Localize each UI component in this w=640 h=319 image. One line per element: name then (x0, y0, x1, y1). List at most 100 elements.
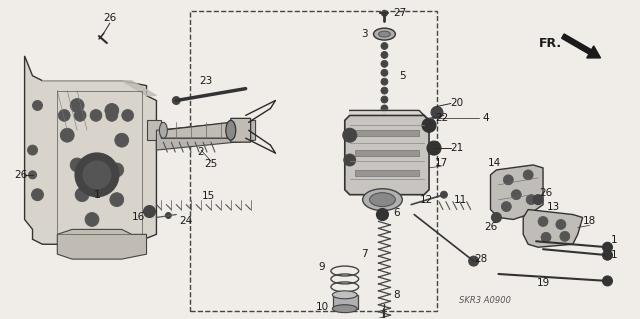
Circle shape (28, 145, 38, 155)
Polygon shape (349, 110, 429, 120)
Text: 15: 15 (202, 191, 214, 201)
Text: 4: 4 (482, 113, 489, 123)
Circle shape (110, 163, 124, 177)
Text: 21: 21 (450, 143, 463, 153)
Circle shape (343, 128, 356, 142)
Ellipse shape (332, 291, 357, 299)
Circle shape (70, 99, 84, 112)
Text: 8: 8 (393, 290, 399, 300)
Circle shape (165, 212, 172, 219)
Circle shape (110, 193, 124, 207)
Circle shape (344, 154, 356, 166)
Text: 1: 1 (93, 190, 100, 200)
Circle shape (381, 132, 388, 139)
Text: 16: 16 (132, 212, 145, 222)
Ellipse shape (159, 122, 167, 138)
Circle shape (422, 118, 436, 132)
Circle shape (511, 190, 521, 200)
Text: 20: 20 (450, 99, 463, 108)
Circle shape (381, 10, 387, 16)
Circle shape (560, 231, 570, 241)
Text: 25: 25 (204, 159, 218, 169)
Circle shape (33, 100, 42, 110)
Circle shape (90, 109, 102, 121)
Circle shape (122, 109, 134, 121)
Polygon shape (42, 81, 156, 96)
Circle shape (427, 141, 441, 155)
Circle shape (524, 170, 533, 180)
Circle shape (381, 60, 388, 67)
Text: 18: 18 (583, 217, 596, 226)
Circle shape (75, 188, 89, 202)
Ellipse shape (369, 193, 396, 207)
Text: 28: 28 (474, 254, 487, 264)
Circle shape (143, 205, 156, 218)
Text: 1: 1 (611, 250, 618, 260)
Circle shape (381, 114, 388, 121)
Circle shape (504, 175, 513, 185)
Circle shape (58, 109, 70, 121)
Circle shape (105, 103, 119, 117)
Circle shape (106, 109, 118, 121)
Circle shape (115, 133, 129, 147)
Text: 26: 26 (484, 222, 497, 233)
Ellipse shape (332, 305, 357, 313)
Bar (190, 11, 437, 311)
Bar (355, 170, 419, 176)
Polygon shape (161, 118, 251, 142)
Circle shape (60, 128, 74, 142)
Text: 19: 19 (536, 278, 550, 288)
Circle shape (541, 232, 551, 242)
Text: 13: 13 (547, 202, 559, 211)
Text: SKR3 A0900: SKR3 A0900 (459, 296, 511, 305)
Circle shape (602, 242, 612, 252)
Circle shape (381, 123, 388, 130)
Text: 26: 26 (103, 13, 116, 23)
Polygon shape (58, 229, 147, 259)
Polygon shape (490, 165, 543, 219)
FancyArrow shape (562, 34, 600, 58)
Circle shape (31, 189, 44, 201)
Circle shape (75, 153, 119, 197)
Text: 26: 26 (540, 188, 552, 198)
Circle shape (83, 161, 111, 189)
Circle shape (381, 42, 388, 49)
Text: 1: 1 (611, 235, 618, 245)
Circle shape (602, 276, 612, 286)
Ellipse shape (226, 120, 236, 140)
Circle shape (602, 250, 612, 260)
Text: FR.: FR. (538, 36, 561, 49)
Text: 2: 2 (198, 147, 204, 157)
Polygon shape (333, 295, 358, 309)
Circle shape (85, 212, 99, 226)
Ellipse shape (374, 28, 396, 40)
Text: 27: 27 (394, 8, 407, 18)
Text: 12: 12 (419, 195, 433, 205)
Circle shape (538, 217, 548, 226)
Text: 22: 22 (435, 113, 449, 123)
Circle shape (74, 109, 86, 121)
Text: 9: 9 (319, 262, 325, 272)
Circle shape (526, 195, 536, 204)
Text: 14: 14 (488, 158, 501, 168)
Circle shape (381, 78, 388, 85)
Ellipse shape (363, 189, 403, 211)
Polygon shape (147, 120, 161, 140)
Text: 5: 5 (399, 71, 406, 81)
Bar (355, 130, 419, 136)
Circle shape (492, 212, 501, 222)
Text: 24: 24 (180, 217, 193, 226)
Circle shape (381, 69, 388, 76)
Circle shape (381, 105, 388, 112)
Ellipse shape (378, 31, 390, 37)
Text: 10: 10 (316, 302, 328, 312)
Text: 3: 3 (362, 29, 368, 39)
Circle shape (381, 51, 388, 58)
Text: 23: 23 (200, 76, 212, 86)
Circle shape (440, 191, 447, 198)
Circle shape (556, 219, 566, 229)
Circle shape (70, 158, 84, 172)
Text: 17: 17 (435, 158, 449, 168)
Circle shape (376, 209, 388, 220)
Polygon shape (524, 210, 582, 247)
